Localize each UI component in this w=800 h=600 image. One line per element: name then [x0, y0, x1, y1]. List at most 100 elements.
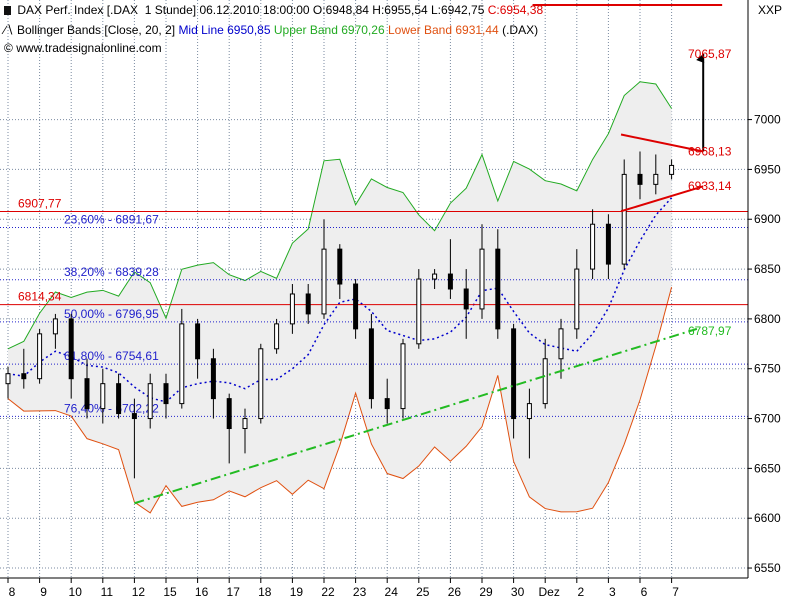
- drawings: 7065,87 6968,13 6933,14 6787,97: [134, 3, 732, 505]
- x-tick-label: 12: [132, 585, 146, 599]
- x-tick-label: 3: [609, 585, 616, 599]
- fib-label: 38,20% - 6839,28: [64, 265, 159, 279]
- candle-body: [258, 348, 264, 420]
- candle-body: [37, 333, 43, 380]
- candle-body: [526, 403, 532, 420]
- candle-body: [163, 383, 169, 405]
- candle-body: [5, 373, 11, 385]
- candle-body: [52, 318, 58, 335]
- y-tick-label: 6650: [754, 461, 781, 475]
- candle-body: [511, 328, 517, 420]
- candle-body: [289, 293, 295, 325]
- fib-label: 23,60% - 6891,67: [64, 213, 159, 227]
- annotation-label: 6968,13: [688, 144, 732, 158]
- y-tick-label: 6850: [754, 262, 781, 276]
- trendline: [134, 327, 698, 505]
- candle-body: [68, 318, 74, 380]
- header-line-2: ∕∖ Bollinger Bands [Close, 20, 2] Mid Li…: [4, 23, 538, 37]
- lower-band-value: Lower Band 6931,44: [387, 23, 499, 37]
- candle-body: [179, 323, 185, 405]
- candle-body: [226, 398, 232, 430]
- candle-body: [463, 288, 469, 310]
- bar-date: 06.12.2010 18:00:00: [199, 3, 310, 17]
- x-tick-label: 9: [40, 585, 47, 599]
- y-tick-label: 7000: [754, 113, 781, 127]
- instrument-marker-icon: [4, 6, 11, 15]
- candle-body: [653, 173, 659, 185]
- candle-body: [368, 328, 374, 400]
- triangle-upper-line: [620, 133, 704, 153]
- fib-label: 50,00% - 6796,95: [64, 307, 159, 321]
- candle-body: [558, 328, 564, 360]
- bar-close: C:6954,38: [487, 3, 544, 17]
- y-tick-label: 6550: [754, 561, 781, 575]
- candlesticks: [5, 151, 675, 479]
- copyright-icon: ©: [4, 41, 13, 55]
- candle-body: [147, 383, 153, 420]
- candle-body: [242, 418, 248, 430]
- candle-body: [337, 248, 343, 285]
- x-tick-label: 2: [577, 585, 584, 599]
- candle-body: [637, 173, 643, 185]
- candle-body: [100, 383, 106, 410]
- y-tick-label: 6950: [754, 162, 781, 176]
- x-tick-label: 29: [479, 585, 493, 599]
- y-tick-label: 6600: [754, 511, 781, 525]
- axes: 6550 6600 6650 6700 6750 6800 6850 6900 6950 7000…: [0, 0, 782, 599]
- x-tick-label: 22: [321, 585, 335, 599]
- instrument-name: DAX Perf. Index [.DAX 1 Stunde]: [17, 3, 197, 17]
- mid-line-value: Mid Line 6950,85: [178, 23, 271, 37]
- x-tick-label: 10: [69, 585, 83, 599]
- annotation-label: 6933,14: [688, 179, 732, 193]
- x-tick-label: 23: [353, 585, 367, 599]
- fib-label: 61,80% - 6754,61: [64, 349, 159, 363]
- candle-body: [495, 248, 501, 330]
- y-tick-label: 6750: [754, 362, 781, 376]
- upper-band-value: Upper Band 6970,26: [273, 23, 385, 37]
- horizontal-line-label: 6907,77: [18, 196, 62, 210]
- x-tick-label: 16: [195, 585, 209, 599]
- candle-body: [432, 273, 438, 280]
- indicator-icon: ∕∖: [4, 23, 14, 37]
- candle-body: [605, 223, 611, 265]
- candle-body: [21, 373, 27, 380]
- lower-band-line: [7, 286, 673, 514]
- candle-body: [384, 398, 390, 410]
- bar-ohl: O:6948,84 H:6955,54 L:6942,75: [312, 3, 485, 17]
- candle-body: [195, 323, 201, 360]
- candle-body: [321, 248, 327, 315]
- candle-body: [210, 358, 216, 400]
- x-tick-label: 15: [163, 585, 177, 599]
- y-tick-label: 6700: [754, 412, 781, 426]
- indicator-symbol: (.DAX): [502, 23, 539, 37]
- x-tick-label: Dez: [539, 585, 560, 599]
- x-tick-label: 11: [101, 585, 114, 599]
- x-tick-label: 30: [511, 585, 525, 599]
- candle-body: [542, 358, 548, 405]
- upper-band-line: [7, 81, 673, 350]
- site-url[interactable]: www.tradesignalonline.com: [16, 41, 162, 55]
- annotation-label: 6787,97: [688, 324, 732, 338]
- candle-body: [590, 223, 596, 270]
- x-tick-label: 7: [672, 585, 679, 599]
- horizontal-line-label: 6814,34: [18, 290, 62, 304]
- candle-body: [416, 278, 422, 345]
- x-tick-label: 17: [227, 585, 241, 599]
- y-tick-label: 6800: [754, 312, 781, 326]
- x-tick-label: 24: [385, 585, 399, 599]
- indicator-name: Bollinger Bands [Close, 20, 2]: [17, 23, 176, 37]
- x-tick-label: 8: [9, 585, 16, 599]
- candle-body: [669, 164, 675, 175]
- candle-body: [574, 268, 580, 330]
- candle-body: [84, 378, 90, 410]
- candle-body: [274, 323, 280, 350]
- header-line-1: DAX Perf. Index [.DAX 1 Stunde] 06.12.20…: [4, 3, 543, 17]
- arrow-head-icon: [696, 53, 705, 63]
- candle-body: [353, 283, 359, 330]
- candle-body: [116, 383, 122, 415]
- candle-body: [400, 343, 406, 410]
- candle-body: [479, 248, 485, 310]
- y-tick-label: 6900: [754, 212, 781, 226]
- triangle-lower-line: [620, 185, 704, 213]
